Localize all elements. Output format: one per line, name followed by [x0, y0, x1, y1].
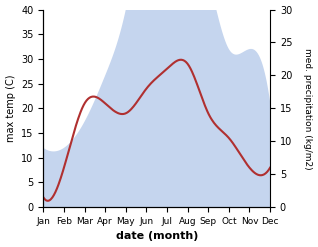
Y-axis label: max temp (C): max temp (C)	[5, 75, 16, 142]
X-axis label: date (month): date (month)	[115, 231, 198, 242]
Y-axis label: med. precipitation (kg/m2): med. precipitation (kg/m2)	[303, 48, 313, 169]
